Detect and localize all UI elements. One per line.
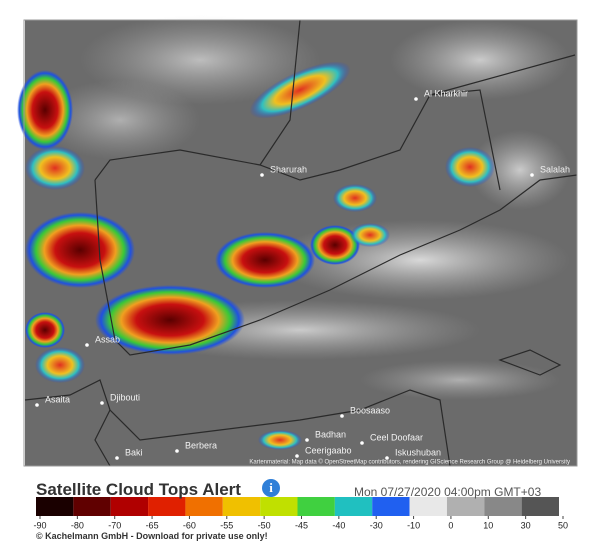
place-label: Iskushuban <box>395 447 441 457</box>
place-dot <box>360 441 364 445</box>
colorbar-tick-label: -70 <box>108 520 121 530</box>
place-label: Baki <box>125 447 143 457</box>
colorbar-segment <box>185 497 223 516</box>
colorbar-tick-label: -30 <box>370 520 383 530</box>
place-label: Badhan <box>315 429 346 439</box>
colorbar-segment <box>409 497 447 516</box>
colorbar-tick-label: -65 <box>146 520 159 530</box>
title: Satellite Cloud Tops Alert <box>36 480 241 499</box>
place-label: Sharurah <box>270 164 307 174</box>
place-label: Assab <box>95 334 120 344</box>
place-label: Boosaaso <box>350 405 390 415</box>
colorbar-segment <box>446 497 485 516</box>
place-label: Berbera <box>185 440 217 450</box>
colorbar-segment <box>260 497 298 516</box>
place-label: Al Kharkhir <box>424 88 468 98</box>
colorbar-tick-label: -45 <box>295 520 308 530</box>
place-dot <box>175 449 179 453</box>
colorbar-tick-label: -55 <box>220 520 233 530</box>
colorbar-segment <box>521 497 559 516</box>
colorbar-tick-label: -60 <box>183 520 196 530</box>
colorbar-segment <box>297 497 335 516</box>
place-dot <box>414 97 418 101</box>
attribution: Kartenmaterial: Map data © OpenStreetMap… <box>249 459 570 466</box>
colorbar-tick-label: 30 <box>521 520 531 530</box>
colorbar-tick-label: 0 <box>448 520 453 530</box>
colorbar-segment <box>73 497 111 516</box>
colorbar-segment <box>222 497 261 516</box>
place-label: Djibouti <box>110 392 140 402</box>
colorbar-tick-label: -10 <box>407 520 420 530</box>
place-dot <box>260 173 264 177</box>
colorbar-tick-label: -40 <box>332 520 345 530</box>
colorbar-segment <box>36 497 74 516</box>
colorbar-tick-label: 10 <box>483 520 493 530</box>
clouds <box>40 15 570 400</box>
place-dot <box>35 403 39 407</box>
storms <box>17 61 495 450</box>
colorbar-tick-label: -50 <box>258 520 271 530</box>
place-dot <box>340 414 344 418</box>
colorbar-segment <box>148 497 186 516</box>
colorbar-tick-label: -80 <box>71 520 84 530</box>
place-dot <box>115 456 119 460</box>
place-label: Ceerigaabo <box>305 445 352 455</box>
place-dot <box>385 456 389 460</box>
colorbar-tick-label: 50 <box>558 520 568 530</box>
place-dot <box>295 454 299 458</box>
map-frame <box>23 19 578 467</box>
timestamp: Mon 07/27/2020 04:00pm GMT+03 <box>354 485 542 499</box>
place-dot <box>85 343 89 347</box>
colorbar-segment <box>334 497 373 516</box>
colorbar-segment <box>372 497 410 516</box>
colorbar-segment <box>484 497 522 516</box>
place-label: Asaita <box>45 394 70 404</box>
footer: © Kachelmann GmbH - Download for private… <box>36 531 268 541</box>
info-icon[interactable]: i <box>262 479 280 497</box>
place-label: Salalah <box>540 164 570 174</box>
place-dot <box>305 438 309 442</box>
borders <box>24 19 578 467</box>
place-label: Ceel Doofaar <box>370 432 423 442</box>
colorbar-segment <box>110 497 149 516</box>
place-dot <box>100 401 104 405</box>
place-dot <box>530 173 534 177</box>
colorbar-tick-label: -90 <box>33 520 46 530</box>
